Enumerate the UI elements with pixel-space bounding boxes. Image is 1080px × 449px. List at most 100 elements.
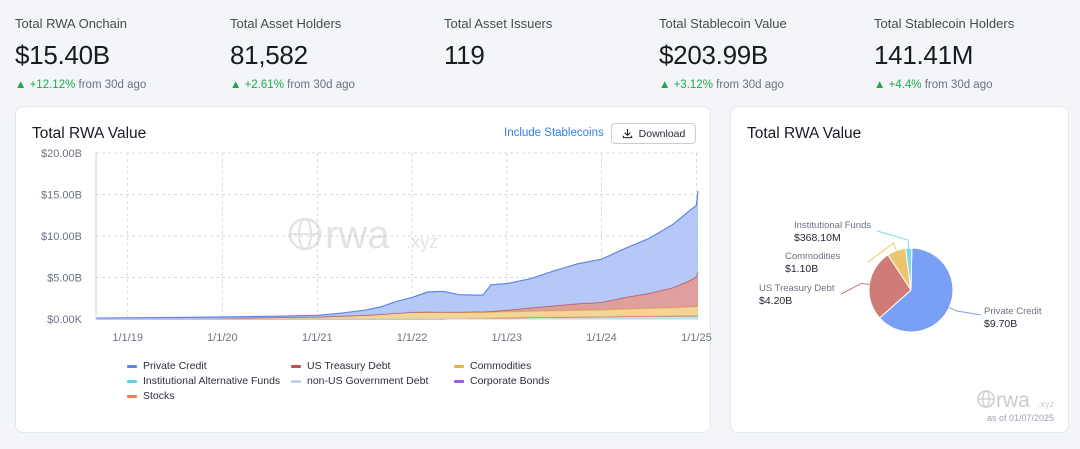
area-private-credit (96, 191, 698, 319)
stat-change-suffix: from 30d ago (78, 79, 147, 91)
stat-change: ▲ +4.4% from 30d ago (874, 79, 1074, 91)
legend-swatch (291, 364, 301, 368)
legend-swatch (127, 379, 137, 383)
pie-leader-line (867, 242, 897, 263)
stat-change: ▲ +2.61% from 30d ago (230, 79, 430, 91)
stat-label: Total Asset Holders (230, 16, 342, 31)
legend-label: Corporate Bonds (470, 375, 550, 387)
pie-label-name: Institutional Funds (794, 220, 871, 231)
chart-legend: Private Credit US Treasury Debt Commodit… (16, 107, 712, 434)
stat-change-suffix: from 30d ago (924, 79, 993, 91)
y-tick-label: $0.00K (47, 314, 83, 326)
watermark-text: rwa (325, 213, 390, 257)
legend-item-private-credit[interactable]: Private Credit (127, 360, 207, 372)
legend-label: Private Credit (143, 360, 207, 372)
stat-total-rwa-onchain: Total RWA Onchain $15.40B ▲ +12.12% from… (15, 16, 215, 91)
download-label: Download (638, 127, 686, 140)
legend-swatch (454, 364, 464, 368)
legend-label: US Treasury Debt (307, 360, 391, 372)
stat-value: $203.99B (659, 40, 768, 70)
pie-label-name: Private Credit (984, 306, 1042, 317)
stat-label: Total Stablecoin Holders (874, 16, 1015, 31)
legend-item-stocks[interactable]: Stocks (127, 390, 175, 402)
include-stablecoins-link[interactable]: Include Stablecoins (504, 127, 604, 139)
legend-item-institutional-alternative-funds[interactable]: Institutional Alternative Funds (127, 375, 280, 387)
stat-total-stablecoin-holders: Total Stablecoin Holders 141.41M ▲ +4.4%… (874, 16, 1074, 91)
pie-chart: Institutional Funds $368.10M Commodities… (759, 220, 1055, 423)
legend-swatch (127, 394, 137, 398)
stat-value: 141.41M (874, 40, 974, 70)
x-tick-label: 1/1/20 (207, 332, 238, 344)
stat-value: 119 (444, 40, 485, 70)
rwa-area-chart-card: Total RWA Value Include Stablecoins Down… (15, 106, 712, 434)
legend-item-corporate-bonds[interactable]: Corporate Bonds (454, 375, 549, 387)
x-tick-label: 1/1/19 (112, 332, 143, 344)
pie-label-value: $368.10M (794, 232, 841, 244)
stat-label: Total RWA Onchain (15, 16, 127, 31)
legend-swatch (291, 379, 301, 383)
legend-item-us-treasury-debt[interactable]: US Treasury Debt (291, 360, 390, 372)
stat-change-value: +3.12% (673, 79, 713, 91)
rwa-watermark: rwa .xyz (288, 213, 438, 257)
up-arrow-icon: ▲ (659, 79, 671, 91)
y-tick-label: $5.00B (47, 273, 82, 285)
x-tick-label: 1/1/23 (491, 332, 522, 344)
x-tick-label: 1/1/25 (681, 332, 712, 344)
watermark-suffix: .xyz (1038, 399, 1055, 409)
y-tick-label: $20.00B (41, 148, 82, 160)
pie-title: Total RWA Value (747, 125, 862, 142)
x-tick-label: 1/1/21 (302, 332, 333, 344)
pie-slice-private-credit[interactable] (878, 247, 954, 333)
stats-bar: Total RWA Onchain $15.40B ▲ +12.12% from… (0, 0, 1080, 100)
legend-swatch (454, 379, 464, 383)
stat-value: 81,582 (230, 40, 308, 70)
download-button[interactable]: Download (611, 123, 696, 144)
pie-leader-line (876, 230, 910, 249)
download-icon (622, 128, 632, 139)
pie-leader-line (840, 282, 870, 295)
stat-change: ▲ +12.12% from 30d ago (15, 79, 215, 91)
legend-label: Stocks (143, 390, 175, 402)
stat-change-suffix: from 30d ago (716, 79, 784, 91)
pie-label-name: Commodities (785, 251, 841, 262)
area-us-treasury-debt (96, 271, 698, 319)
pie-label-name: US Treasury Debt (759, 283, 835, 294)
pie-label-value: $1.10B (785, 263, 818, 275)
stat-change-value: +12.12% (29, 79, 76, 91)
legend-item-non-us-government-debt[interactable]: non-US Government Debt (291, 375, 428, 387)
pie-label-value: $4.20B (759, 295, 792, 307)
stat-total-asset-issuers: Total Asset Issuers 119 (444, 16, 644, 71)
area-chart: rwa .xyz $0.00K $5.00B $10.00B $15.00B $20.0… (41, 148, 712, 344)
chart-title: Total RWA Value (32, 125, 147, 142)
stat-label: Total Asset Issuers (444, 16, 553, 31)
area-commodities (96, 306, 698, 319)
rwa-watermark: rwa .xyz (977, 389, 1055, 412)
y-tick-label: $15.00B (41, 190, 82, 202)
as-of-date: as of 01/07/2025 (987, 413, 1054, 423)
stat-label: Total Stablecoin Value (659, 16, 787, 31)
up-arrow-icon: ▲ (230, 79, 242, 91)
legend-label: Commodities (470, 360, 532, 372)
stat-value: $15.40B (15, 40, 110, 70)
stat-change-suffix: from 30d ago (287, 79, 355, 91)
x-tick-label: 1/1/22 (397, 332, 428, 344)
watermark-suffix: .xyz (406, 232, 438, 252)
y-tick-label: $10.00B (41, 231, 82, 243)
up-arrow-icon: ▲ (874, 79, 886, 91)
area-institutional-alternative-funds (96, 315, 698, 319)
stat-total-stablecoin-value: Total Stablecoin Value $203.99B ▲ +3.12%… (659, 16, 859, 91)
stat-change-value: +4.4% (888, 79, 922, 91)
stat-change-value: +2.61% (244, 79, 284, 91)
pie-leader-line (948, 307, 982, 316)
stat-change: ▲ +3.12% from 30d ago (659, 79, 859, 91)
legend-label: non-US Government Debt (307, 375, 429, 387)
stat-total-asset-holders: Total Asset Holders 81,582 ▲ +2.61% from… (230, 16, 430, 91)
legend-swatch (127, 364, 137, 368)
pie-label-value: $9.70B (984, 318, 1017, 330)
legend-label: Institutional Alternative Funds (143, 375, 281, 387)
legend-item-commodities[interactable]: Commodities (454, 360, 531, 372)
line-private-credit (95, 191, 699, 319)
up-arrow-icon: ▲ (15, 79, 27, 91)
x-tick-label: 1/1/24 (586, 332, 617, 344)
watermark-text: rwa (996, 389, 1030, 412)
